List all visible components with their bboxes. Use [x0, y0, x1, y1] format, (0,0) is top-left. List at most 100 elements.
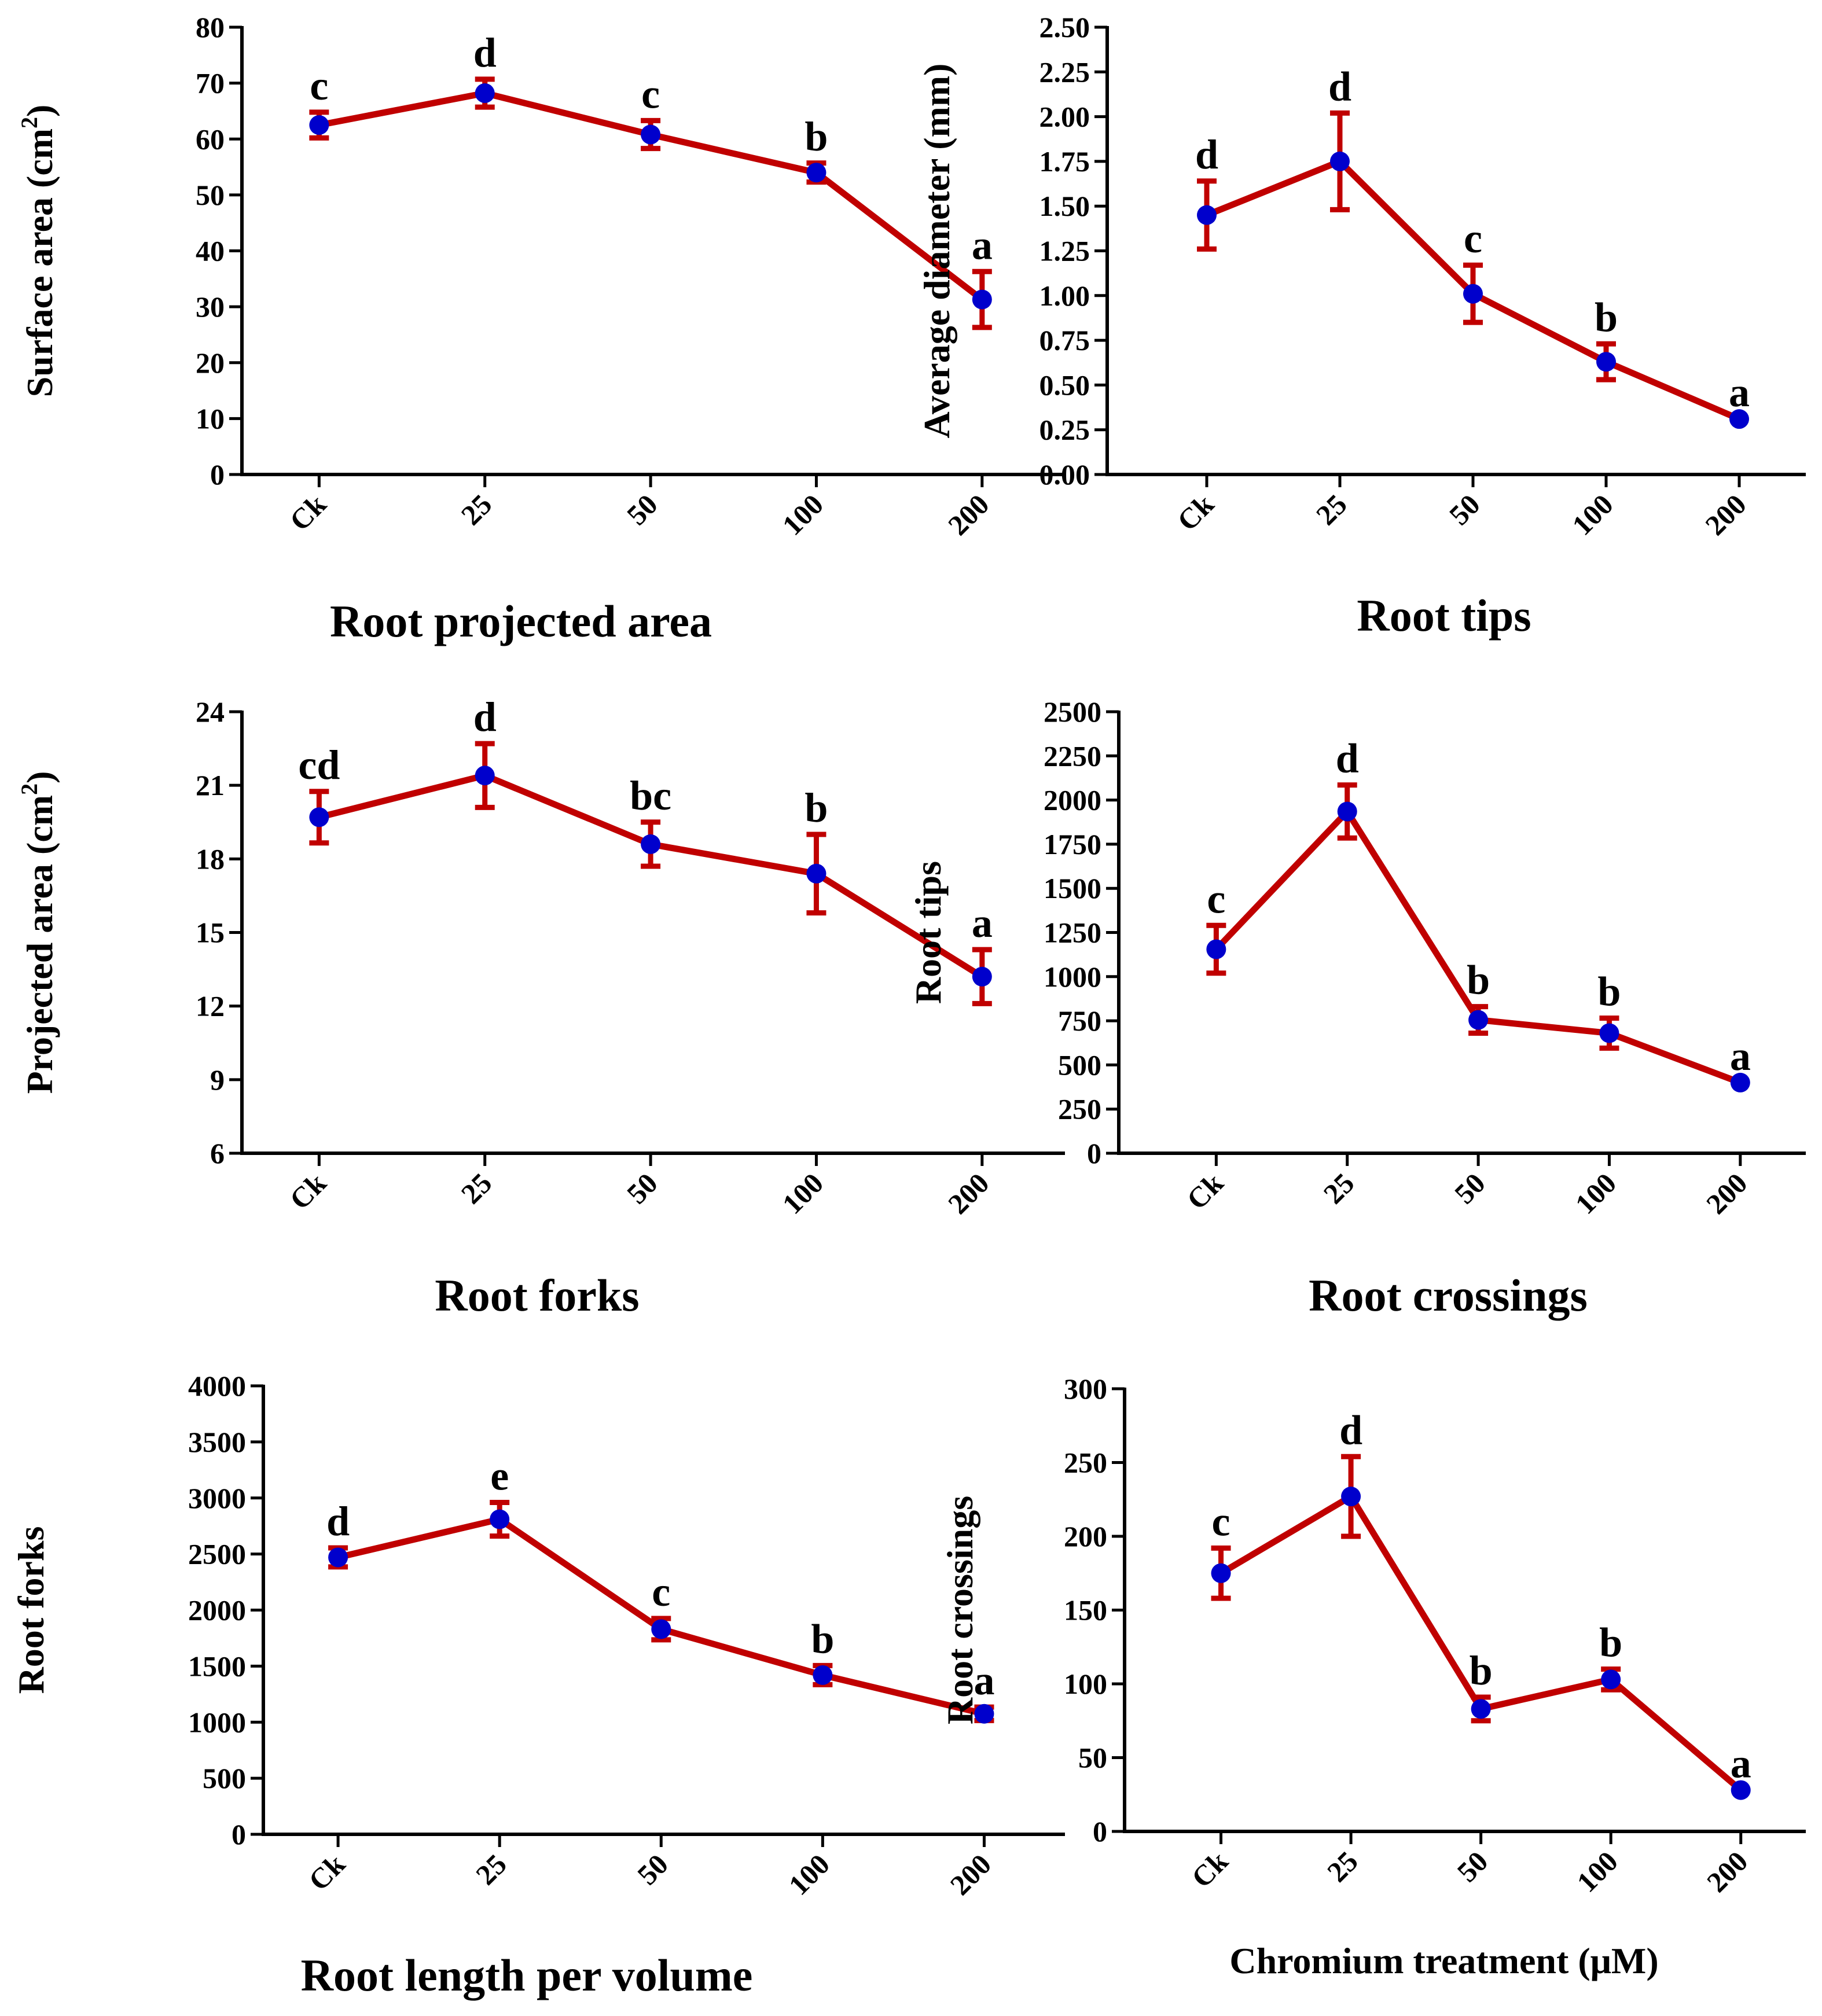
- y-tick-label: 2000: [1044, 784, 1101, 816]
- y-tick-label: 1.25: [1039, 235, 1090, 267]
- y-tick-label: 1750: [1044, 828, 1101, 860]
- significance-letter: c: [1464, 215, 1482, 262]
- significance-letter: c: [310, 62, 328, 109]
- x-tick-label: Ck: [302, 1848, 351, 1897]
- x-tick-label: 50: [1448, 1167, 1492, 1210]
- significance-letter: d: [473, 30, 497, 76]
- y-tick-label: 0.25: [1039, 414, 1090, 446]
- chart-panel-3: 6 9 12 15 18 21 24 Ck 25 50 100 200 Projected area (…: [16, 694, 1065, 1320]
- y-tick-label: 3000: [188, 1482, 246, 1514]
- y-axis-title: Root forks: [10, 1526, 52, 1694]
- x-tick-label: 200: [1700, 1845, 1754, 1899]
- y-tick-label: 4000: [188, 1370, 246, 1402]
- y-tick-label: 500: [1058, 1049, 1101, 1081]
- y-tick-label: 0.00: [1039, 458, 1090, 491]
- y-tick-label: 0.75: [1039, 324, 1090, 356]
- data-point: [1330, 151, 1350, 171]
- significance-letter: a: [974, 1657, 994, 1704]
- data-point: [806, 163, 826, 183]
- y-tick-label: 20: [196, 347, 225, 379]
- chart-panel-5: 0 500 1000 1500 2000 2500 3000 3500 4000 Ck 25 50 10…: [10, 1370, 1065, 2000]
- significance-letter: d: [1336, 735, 1359, 782]
- significance-letter: b: [1597, 969, 1621, 1015]
- x-tick-label: 100: [776, 488, 830, 542]
- significance-letter: e: [490, 1453, 509, 1499]
- y-tick-label: 100: [1064, 1668, 1107, 1700]
- data-point: [1463, 284, 1483, 304]
- x-tick-label: 200: [944, 1848, 998, 1901]
- y-tick-label: 250: [1058, 1093, 1101, 1125]
- y-tick-label: 6: [210, 1137, 225, 1169]
- chart-panel-6: 0 50 100 150 200 250 300 Ck 25 50 100 200 Root cross…: [939, 1373, 1806, 1981]
- data-point: [1731, 1780, 1751, 1800]
- y-tick-label: 2250: [1044, 740, 1101, 772]
- y-tick-label: 24: [196, 696, 225, 728]
- data-point: [1596, 352, 1616, 372]
- y-tick-label: 30: [196, 290, 225, 323]
- y-tick-label: 2000: [188, 1594, 246, 1627]
- x-tick-label: 200: [1699, 488, 1753, 542]
- y-tick-label: 200: [1064, 1520, 1107, 1553]
- x-tick-label: 50: [620, 1167, 664, 1210]
- y-tick-label: 0: [1087, 1137, 1101, 1169]
- y-tick-label: 2500: [188, 1538, 246, 1570]
- significance-letter: b: [1470, 1647, 1493, 1694]
- data-point: [641, 124, 661, 145]
- data-point: [1730, 1072, 1750, 1092]
- y-tick-label: 500: [203, 1762, 246, 1794]
- x-tick-label: 25: [455, 1167, 498, 1210]
- data-point: [1197, 205, 1217, 225]
- x-tick-label: Ck: [1180, 1167, 1229, 1216]
- data-point: [475, 83, 495, 104]
- y-tick-label: 1500: [188, 1650, 246, 1682]
- significance-letter: a: [1731, 1741, 1751, 1787]
- y-tick-label: 2.25: [1039, 56, 1090, 88]
- data-point: [972, 966, 992, 987]
- x-tick-label: 25: [1317, 1167, 1361, 1210]
- y-tick-label: 0: [210, 458, 225, 491]
- chart-panel-4: 0 250 500 750 1000 1250 1500 1750 2000 2250 2500 Ck…: [908, 696, 1806, 1320]
- y-tick-label: 2500: [1044, 696, 1101, 728]
- x-tick-label: 200: [942, 1167, 996, 1220]
- data-point: [806, 863, 826, 884]
- y-tick-label: 1.75: [1039, 145, 1090, 178]
- significance-letter: a: [972, 222, 993, 268]
- x-tick-label: 200: [1700, 1167, 1754, 1220]
- y-tick-label: 70: [196, 67, 225, 100]
- data-point: [1599, 1023, 1619, 1043]
- significance-letter: c: [641, 71, 660, 117]
- y-tick-label: 9: [210, 1064, 225, 1096]
- panel-caption: Root crossings: [1309, 1270, 1588, 1320]
- y-tick-label: 60: [196, 123, 225, 155]
- y-tick-label: 0.50: [1039, 369, 1090, 401]
- y-tick-label: 21: [196, 769, 225, 801]
- series-line: [1214, 808, 1742, 1086]
- x-tick-label: 100: [1570, 1845, 1624, 1899]
- x-tick-label: 100: [1569, 1167, 1623, 1220]
- y-tick-label: 1000: [188, 1706, 246, 1738]
- y-axis-title: Root crossings: [939, 1496, 980, 1724]
- x-tick-label: 25: [469, 1848, 513, 1891]
- significance-letter: b: [811, 1616, 834, 1662]
- x-tick-label: 50: [620, 488, 664, 531]
- y-tick-label: 1250: [1044, 917, 1101, 949]
- significance-letter: b: [805, 785, 828, 831]
- significance-letter: a: [1730, 1033, 1751, 1079]
- x-tick-label: 25: [1321, 1845, 1364, 1888]
- data-point: [813, 1665, 833, 1685]
- data-point: [1211, 1563, 1231, 1583]
- data-point: [490, 1509, 510, 1529]
- y-tick-label: 2.00: [1039, 101, 1090, 133]
- y-tick-label: 1500: [1044, 872, 1101, 904]
- y-tick-label: 80: [196, 11, 225, 43]
- significance-letter: d: [1328, 63, 1351, 109]
- data-point: [1468, 1010, 1489, 1030]
- significance-letter: a: [972, 900, 993, 946]
- x-tick-label: Ck: [283, 1167, 332, 1216]
- chart-panel-1: 0 10 20 30 40 50 60 70 80 Ck 25 50 100 200 Surface are…: [16, 11, 1065, 646]
- significance-letter: c: [1207, 875, 1225, 922]
- y-axis-title: Average diameter (mm): [916, 64, 957, 439]
- x-tick-label: 50: [631, 1848, 674, 1891]
- data-point: [1206, 939, 1226, 959]
